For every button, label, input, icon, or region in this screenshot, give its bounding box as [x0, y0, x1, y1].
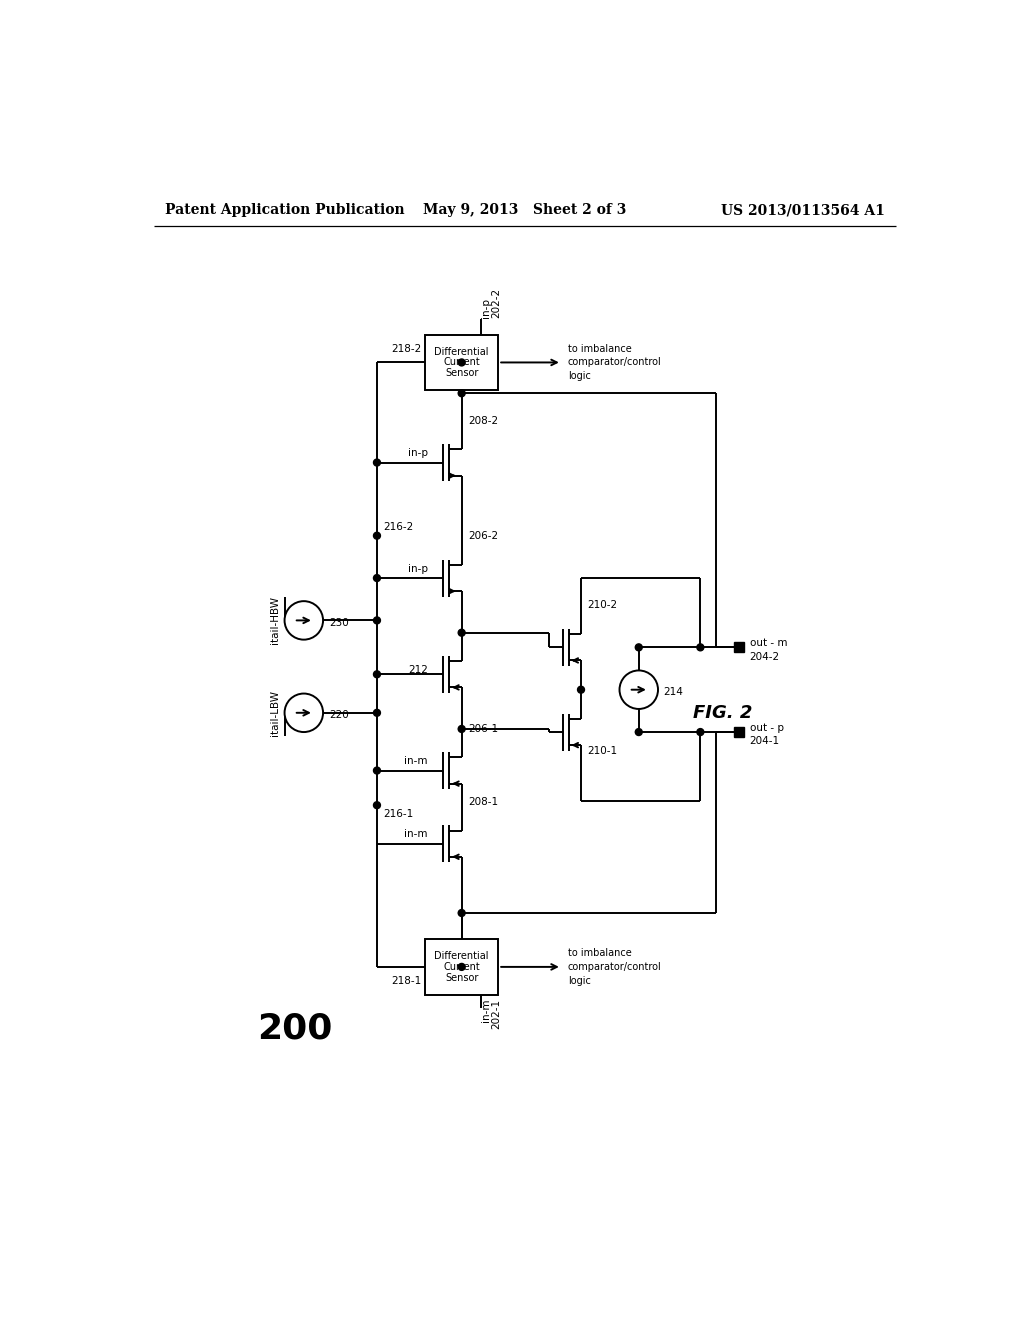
Text: itail-HBW: itail-HBW	[269, 597, 280, 644]
Text: itail-LBW: itail-LBW	[269, 690, 280, 735]
Circle shape	[374, 459, 381, 466]
Text: Sensor: Sensor	[445, 368, 478, 379]
Circle shape	[635, 644, 642, 651]
Circle shape	[635, 729, 642, 735]
Text: Sensor: Sensor	[445, 973, 478, 982]
Text: Current: Current	[443, 962, 480, 972]
Text: logic: logic	[568, 975, 591, 986]
Text: comparator/control: comparator/control	[568, 358, 662, 367]
Text: 214: 214	[664, 686, 683, 697]
Text: in-p: in-p	[408, 564, 428, 574]
Text: out - p: out - p	[750, 723, 783, 733]
Text: 210-1: 210-1	[587, 746, 617, 756]
Text: 220: 220	[330, 710, 349, 721]
Text: logic: logic	[568, 371, 591, 381]
Circle shape	[374, 671, 381, 677]
Text: 200: 200	[258, 1011, 333, 1045]
Text: in-m: in-m	[404, 829, 428, 840]
Text: 208-1: 208-1	[468, 797, 498, 807]
Text: 212: 212	[408, 665, 428, 675]
Text: to imbalance: to imbalance	[568, 948, 632, 958]
Circle shape	[458, 909, 465, 916]
Circle shape	[697, 644, 703, 651]
Circle shape	[374, 532, 381, 539]
Text: in-m: in-m	[404, 756, 428, 767]
Circle shape	[374, 616, 381, 624]
Bar	[734, 643, 743, 652]
Circle shape	[458, 389, 465, 397]
Circle shape	[458, 964, 465, 970]
Text: in-p: in-p	[408, 449, 428, 458]
Text: 218-1: 218-1	[391, 975, 421, 986]
Text: 208-2: 208-2	[468, 416, 498, 425]
Circle shape	[458, 630, 465, 636]
Text: US 2013/0113564 A1: US 2013/0113564 A1	[721, 203, 885, 216]
Text: out - m: out - m	[750, 639, 787, 648]
Circle shape	[620, 671, 658, 709]
Bar	[734, 727, 743, 737]
Text: to imbalance: to imbalance	[568, 343, 632, 354]
Text: 230: 230	[330, 618, 349, 628]
Circle shape	[285, 693, 323, 733]
Circle shape	[458, 359, 465, 366]
Circle shape	[458, 726, 465, 733]
Text: May 9, 2013   Sheet 2 of 3: May 9, 2013 Sheet 2 of 3	[423, 203, 627, 216]
Text: 216-2: 216-2	[383, 521, 414, 532]
Text: 218-2: 218-2	[391, 343, 421, 354]
Text: Patent Application Publication: Patent Application Publication	[165, 203, 404, 216]
Text: 204-2: 204-2	[750, 652, 779, 661]
Text: 202-1: 202-1	[490, 998, 501, 1028]
Circle shape	[374, 767, 381, 774]
Circle shape	[374, 801, 381, 809]
Text: 210-2: 210-2	[587, 601, 617, 610]
Circle shape	[374, 574, 381, 582]
Circle shape	[578, 686, 585, 693]
Text: in-p: in-p	[481, 298, 490, 318]
Text: in-m: in-m	[481, 998, 490, 1022]
Circle shape	[285, 601, 323, 640]
Text: 206-2: 206-2	[468, 531, 498, 541]
Circle shape	[697, 729, 703, 735]
Circle shape	[374, 709, 381, 717]
Bar	[425, 940, 499, 995]
Text: Current: Current	[443, 358, 480, 367]
Text: 216-1: 216-1	[383, 809, 414, 818]
Text: 202-2: 202-2	[490, 288, 501, 318]
Text: FIG. 2: FIG. 2	[692, 704, 752, 722]
Text: 204-1: 204-1	[750, 737, 779, 746]
Bar	[425, 335, 499, 391]
Text: comparator/control: comparator/control	[568, 962, 662, 972]
Text: Differential: Differential	[434, 347, 488, 356]
Text: Differential: Differential	[434, 952, 488, 961]
Text: 206-1: 206-1	[468, 723, 498, 734]
